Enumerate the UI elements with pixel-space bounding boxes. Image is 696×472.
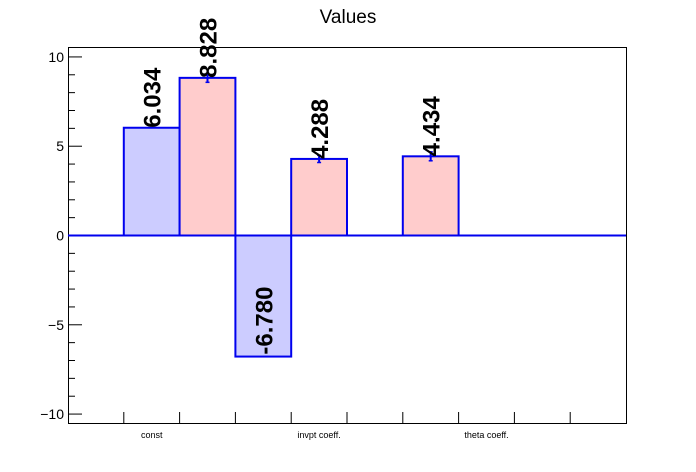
bar xyxy=(401,155,460,237)
data-label: -6.780 xyxy=(251,287,278,355)
data-label: 8.828 xyxy=(196,18,223,78)
y-tick-label: 5 xyxy=(56,138,64,154)
category-label: invpt coeff. xyxy=(297,430,340,440)
data-labels: 6.034 8.828 -6.780 4.288 4.434 xyxy=(140,18,446,355)
y-tick-label: 10 xyxy=(48,49,64,65)
bar xyxy=(178,76,237,237)
y-tick-labels: −10 −5 0 5 10 xyxy=(40,49,64,422)
x-ticks xyxy=(123,412,571,423)
data-label: 6.034 xyxy=(140,67,167,128)
category-labels: const invpt coeff. theta coeff. xyxy=(141,430,509,440)
category-label: const xyxy=(141,430,163,440)
data-label: 4.288 xyxy=(307,99,334,159)
bar xyxy=(122,126,181,237)
error-bars xyxy=(205,72,433,164)
y-tick-label: −10 xyxy=(40,406,64,422)
y-minor-ticks xyxy=(68,74,75,397)
data-label: 4.434 xyxy=(419,96,446,157)
y-tick-label: 0 xyxy=(56,228,64,244)
chart-title: Values xyxy=(320,7,377,28)
y-tick-label: −5 xyxy=(48,317,64,333)
bar xyxy=(290,157,349,237)
category-label: theta coeff. xyxy=(464,430,508,440)
bars xyxy=(122,76,460,358)
bar xyxy=(234,234,293,358)
